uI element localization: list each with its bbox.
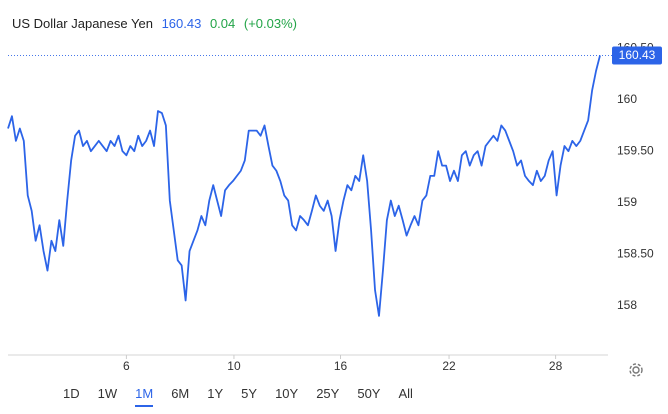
range-button[interactable]: 25Y — [316, 386, 339, 407]
instrument-title: US Dollar Japanese Yen — [12, 16, 153, 31]
price-line — [7, 55, 601, 317]
x-tick-label: 16 — [334, 359, 348, 373]
price-change-percent: (+0.03%) — [243, 16, 298, 31]
range-button[interactable]: 6M — [171, 386, 189, 407]
x-tick-label: 6 — [123, 359, 130, 373]
range-button[interactable]: 1M — [135, 386, 154, 407]
last-price-label: 160.43 — [619, 48, 656, 62]
settings-icon[interactable] — [629, 363, 643, 377]
chart: 158158.50159159.50160160.50610162228160.… — [7, 40, 662, 377]
y-tick-label: 158.50 — [617, 246, 654, 260]
range-button[interactable]: 1W — [98, 386, 118, 407]
x-tick-label: 10 — [227, 359, 241, 373]
price-change: 0.04 — [209, 16, 236, 31]
range-button[interactable]: 1Y — [207, 386, 223, 407]
range-button[interactable]: 10Y — [275, 386, 298, 407]
header: US Dollar Japanese Yen 160.43 0.04 (+0.0… — [12, 16, 302, 31]
x-tick-label: 22 — [442, 359, 456, 373]
range-button[interactable]: 5Y — [241, 386, 257, 407]
y-tick-label: 159.50 — [617, 143, 654, 157]
last-price-badge — [612, 46, 662, 65]
last-price: 160.43 — [161, 16, 202, 31]
y-tick-label: 159 — [617, 195, 637, 209]
y-tick-label: 158 — [617, 298, 637, 312]
x-tick-label: 28 — [549, 359, 563, 373]
range-button[interactable]: 1D — [63, 386, 80, 407]
range-button[interactable]: All — [398, 386, 412, 407]
y-tick-label: 160 — [617, 92, 637, 106]
range-button[interactable]: 50Y — [357, 386, 380, 407]
range-selector: 1D 1W 1M 6M 1Y 5Y 10Y 25Y 50Y All — [54, 386, 422, 407]
